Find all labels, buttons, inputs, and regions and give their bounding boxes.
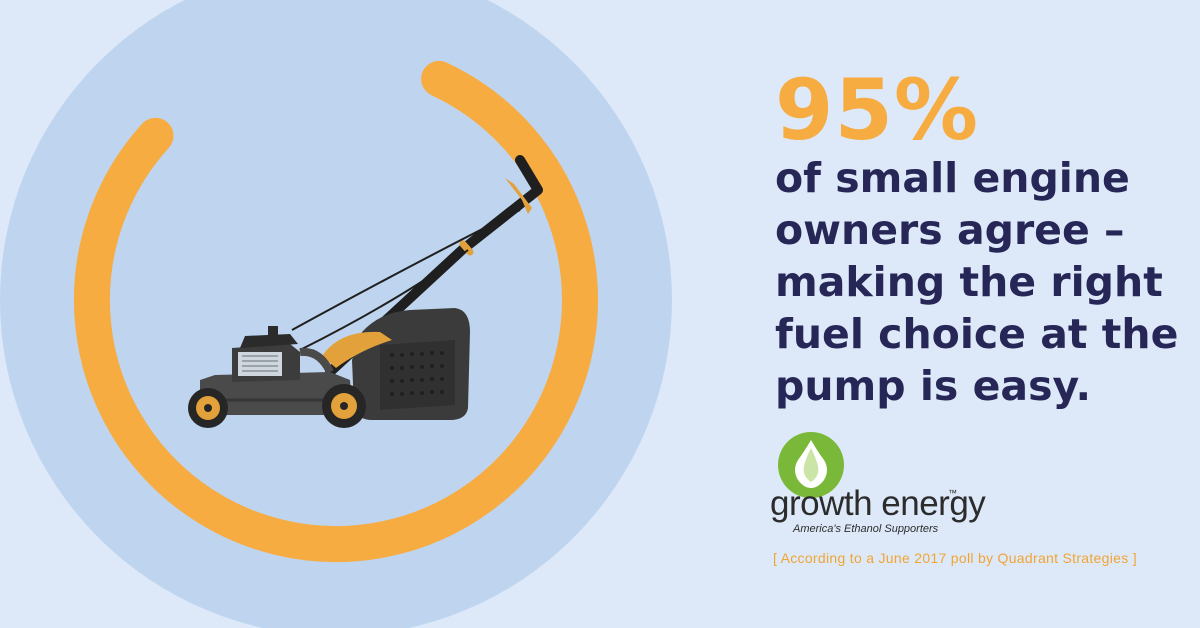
brand-tagline: America's Ethanol Supporters xyxy=(793,523,939,535)
source-note: [ According to a June 2017 poll by Quadr… xyxy=(773,550,1137,566)
headline-percentage: 95% xyxy=(775,61,980,159)
mower-lever xyxy=(505,178,532,214)
mower-front-wheel xyxy=(188,388,228,428)
statement-line: pump is easy. xyxy=(775,362,1092,410)
lawn-mower-illustration xyxy=(188,155,543,428)
statement-line: of small engine xyxy=(775,154,1130,202)
statement-line: owners agree – xyxy=(775,206,1125,254)
mower-rear-wheel xyxy=(322,384,366,428)
mower-deck xyxy=(200,372,352,415)
statement-line: fuel choice at the xyxy=(775,310,1179,358)
survey-statement: of small engine owners agree – making th… xyxy=(775,152,1195,412)
statement-line: making the right xyxy=(775,258,1163,306)
trademark-mark: ™ xyxy=(948,488,957,498)
brand-name: growth energy xyxy=(770,484,986,523)
mower-bag-cover xyxy=(322,331,392,368)
progress-ring-arc xyxy=(73,60,598,562)
leaf-drop-logo-icon xyxy=(778,432,844,498)
mower-cable xyxy=(291,209,521,331)
